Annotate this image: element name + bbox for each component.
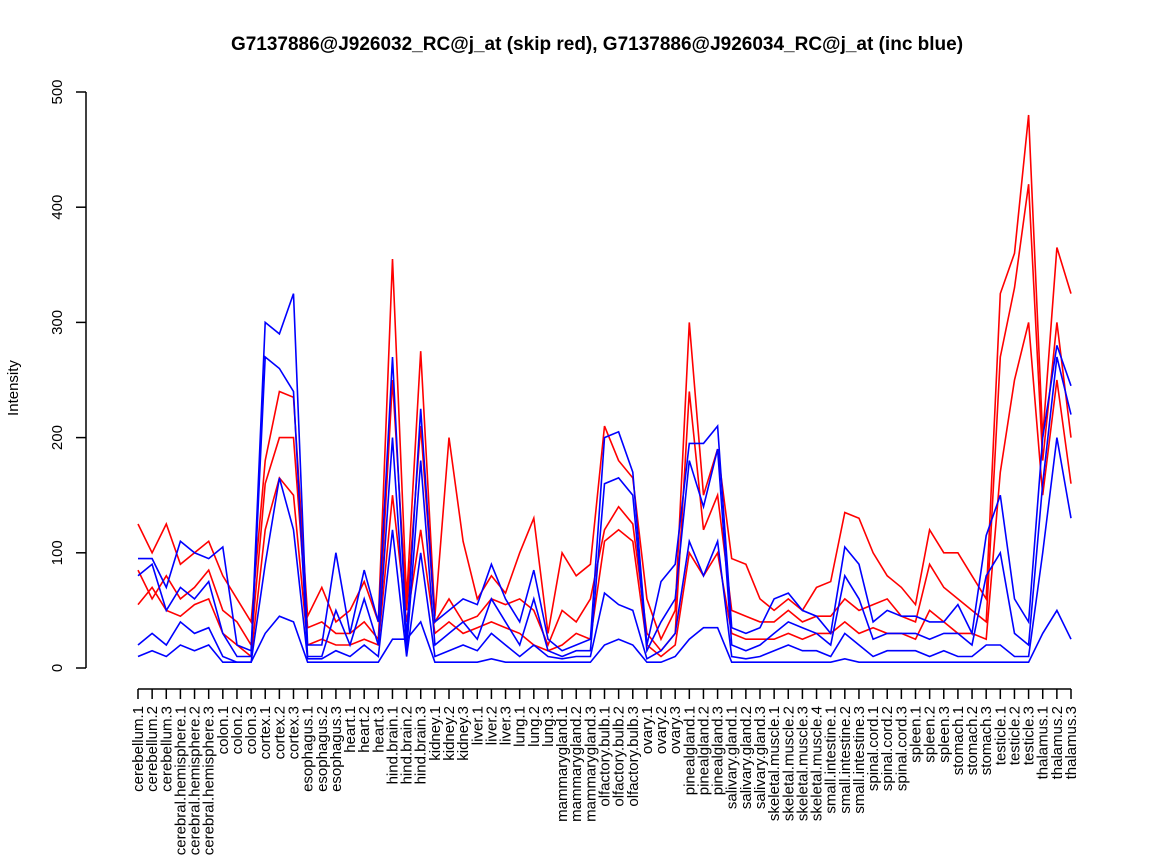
x-tick-label: salivary.gland.2 (738, 706, 755, 809)
x-tick-label: olfactory.bulb.3 (625, 706, 642, 807)
x-tick-label: hind.brain.2 (399, 706, 416, 784)
x-tick-label: heart.3 (370, 706, 387, 753)
series-line-inc-3 (137, 437, 1072, 664)
y-axis: 0 100 200 300 400 500 (49, 79, 87, 672)
x-tick-label: testicle.1 (992, 706, 1009, 765)
x-tick-label: cerebral.hemisphere.2 (187, 706, 204, 855)
x-tick-label: cerebellum.3 (158, 706, 175, 792)
x-tick-label: cortex.1 (257, 706, 274, 759)
chart-title: G7137886@J926032_RC@j_at (skip red), G71… (231, 34, 963, 55)
x-tick-label: pinealgland.2 (695, 706, 712, 795)
x-tick-label: ovary.2 (653, 706, 670, 754)
x-tick-label: small.intestine.1 (823, 706, 840, 814)
series-lines (137, 114, 1072, 664)
x-tick-label: lung.2 (526, 706, 543, 747)
x-tick-label: colon.1 (215, 706, 232, 754)
x-tick-label: heart.1 (342, 706, 359, 753)
x-tick-label: ovary.3 (667, 706, 684, 754)
series-line-inc-1 (138, 293, 1072, 652)
x-tick-label: kidney.3 (455, 706, 472, 761)
x-tick-label: ovary.1 (639, 706, 656, 754)
y-tick-label: 0 (49, 664, 66, 672)
x-tick-label: hind.brain.1 (384, 706, 401, 784)
x-tick-label: thalamus.3 (1063, 706, 1080, 779)
x-tick-label: colon.3 (243, 706, 260, 754)
x-tick-label: spleen.1 (908, 706, 925, 763)
y-axis-label: Intensity (5, 360, 22, 416)
x-tick-label: testicle.3 (1021, 706, 1038, 765)
x-tick-label: kidney.2 (441, 706, 458, 761)
x-tick-label: olfactory.bulb.1 (597, 706, 614, 807)
series-line-skip-1 (137, 114, 1072, 642)
x-axis: cerebellum.1cerebellum.2cerebellum.3cere… (130, 688, 1080, 855)
x-tick-label: small.intestine.2 (837, 706, 854, 814)
x-tick-label: skeletal.muscle.4 (809, 706, 826, 821)
x-tick-label: cortex.3 (286, 706, 303, 759)
x-tick-label: spinal.cord.3 (893, 706, 910, 791)
x-tick-label: salivary.gland.1 (724, 706, 741, 809)
x-tick-label: liver.3 (498, 706, 515, 745)
x-tick-label: small.intestine.3 (851, 706, 868, 814)
x-tick-label: skeletal.muscle.1 (766, 706, 783, 821)
x-tick-label: skeletal.muscle.2 (780, 706, 797, 821)
x-tick-label: spleen.2 (922, 706, 939, 763)
x-tick-label: pinealgland.3 (710, 706, 727, 795)
series-line-inc-4 (137, 608, 1072, 664)
x-tick-label: esophagus.3 (328, 706, 345, 792)
y-tick-label: 500 (49, 79, 66, 104)
x-tick-label: liver.1 (469, 706, 486, 745)
x-tick-label: cerebellum.2 (144, 706, 161, 792)
x-tick-label: pinealgland.1 (681, 706, 698, 795)
x-tick-label: cortex.2 (271, 706, 288, 759)
series-line-inc-2 (137, 355, 1072, 658)
x-tick-label: stomach.2 (964, 706, 981, 775)
y-tick-label: 300 (49, 310, 66, 335)
x-tick-label: spinal.cord.1 (865, 706, 882, 791)
x-tick-label: spleen.3 (936, 706, 953, 763)
x-tick-label: esophagus.1 (300, 706, 317, 792)
x-tick-label: salivary.gland.3 (752, 706, 769, 809)
x-tick-label: mammarygland.2 (568, 706, 585, 822)
y-tick-label: 100 (49, 540, 66, 565)
x-tick-label: mammarygland.3 (582, 706, 599, 822)
x-tick-label: cerebral.hemisphere.1 (172, 706, 189, 855)
series-line-skip-2 (137, 184, 1072, 652)
x-tick-label: thalamus.2 (1049, 706, 1066, 779)
x-tick-label: liver.2 (483, 706, 500, 745)
x-tick-label: kidney.1 (427, 706, 444, 761)
x-tick-label: testicle.2 (1006, 706, 1023, 765)
x-tick-label: mammarygland.1 (554, 706, 571, 822)
x-tick-label: cerebral.hemisphere.3 (201, 706, 218, 855)
x-tick-label: colon.2 (229, 706, 246, 754)
x-tick-label: hind.brain.3 (413, 706, 430, 784)
x-tick-label: heart.2 (356, 706, 373, 753)
x-tick-label: skeletal.muscle.3 (794, 706, 811, 821)
y-tick-label: 400 (49, 195, 66, 220)
x-tick-label: lung.1 (512, 706, 529, 747)
x-tick-label: stomach.1 (950, 706, 967, 775)
x-tick-label: lung.3 (540, 706, 557, 747)
x-tick-label: thalamus.1 (1035, 706, 1052, 779)
series-line-skip-3 (137, 322, 1072, 659)
y-tick-label: 200 (49, 425, 66, 450)
x-tick-label: esophagus.2 (314, 706, 331, 792)
x-tick-label: cerebellum.1 (130, 706, 147, 792)
x-tick-label: olfactory.bulb.2 (611, 706, 628, 807)
x-tick-label: spinal.cord.2 (879, 706, 896, 791)
x-tick-label: stomach.3 (978, 706, 995, 775)
